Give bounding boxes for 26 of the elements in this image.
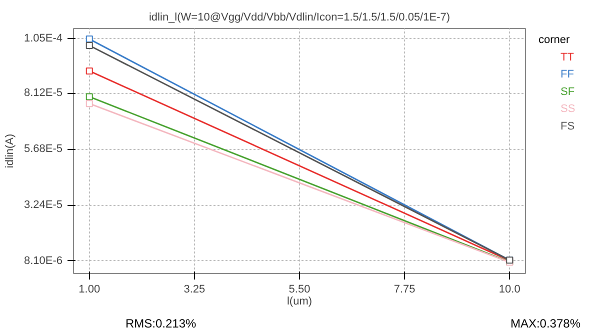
text: MAX:0.378%	[510, 316, 581, 330]
text: RMS:0.213%	[126, 316, 197, 330]
text: FS	[560, 120, 575, 132]
text: SS	[560, 103, 576, 116]
y-axis-title: idlin(A)	[4, 134, 16, 168]
y-tick-label: 3.24E-5	[24, 199, 63, 212]
point	[86, 93, 93, 100]
x-axis-title: l(um)	[286, 296, 312, 308]
text: TT	[560, 51, 574, 64]
y-tick-label: 5.68E-5	[24, 143, 63, 156]
x-tick-label: 1.00	[78, 284, 100, 296]
point	[86, 67, 93, 74]
y-tick-label: 1.05E-4	[24, 32, 63, 44]
x-tick-label: 5.50	[288, 284, 310, 296]
point	[86, 100, 93, 108]
legend-title: corner	[538, 34, 570, 46]
text: SF	[560, 86, 575, 98]
x-tick-label: 10.0	[498, 284, 520, 296]
y-tick-label: 8.12E-5	[24, 87, 63, 100]
x-tick-label: 3.25	[184, 284, 206, 296]
text: FF	[560, 68, 574, 81]
point	[86, 42, 93, 49]
chart-title: idlin_l(W=10@Vgg/Vdd/Vbb/Vdlin/Icon=1.5/1.5/1.5/0.05/1E-7)	[148, 12, 450, 24]
x-tick-label: 7.75	[394, 284, 416, 296]
point	[86, 36, 93, 43]
y-tick-label: 8.10E-6	[24, 254, 63, 267]
